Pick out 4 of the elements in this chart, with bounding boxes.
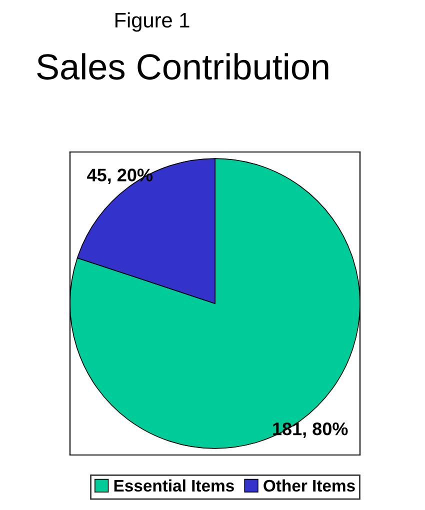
chart-subtitle: Figure 1 xyxy=(116,12,190,32)
legend-label: Essential Items xyxy=(114,479,234,492)
legend-label: Other Items xyxy=(264,479,355,492)
chart-title: Sales Contribution xyxy=(37,53,328,80)
